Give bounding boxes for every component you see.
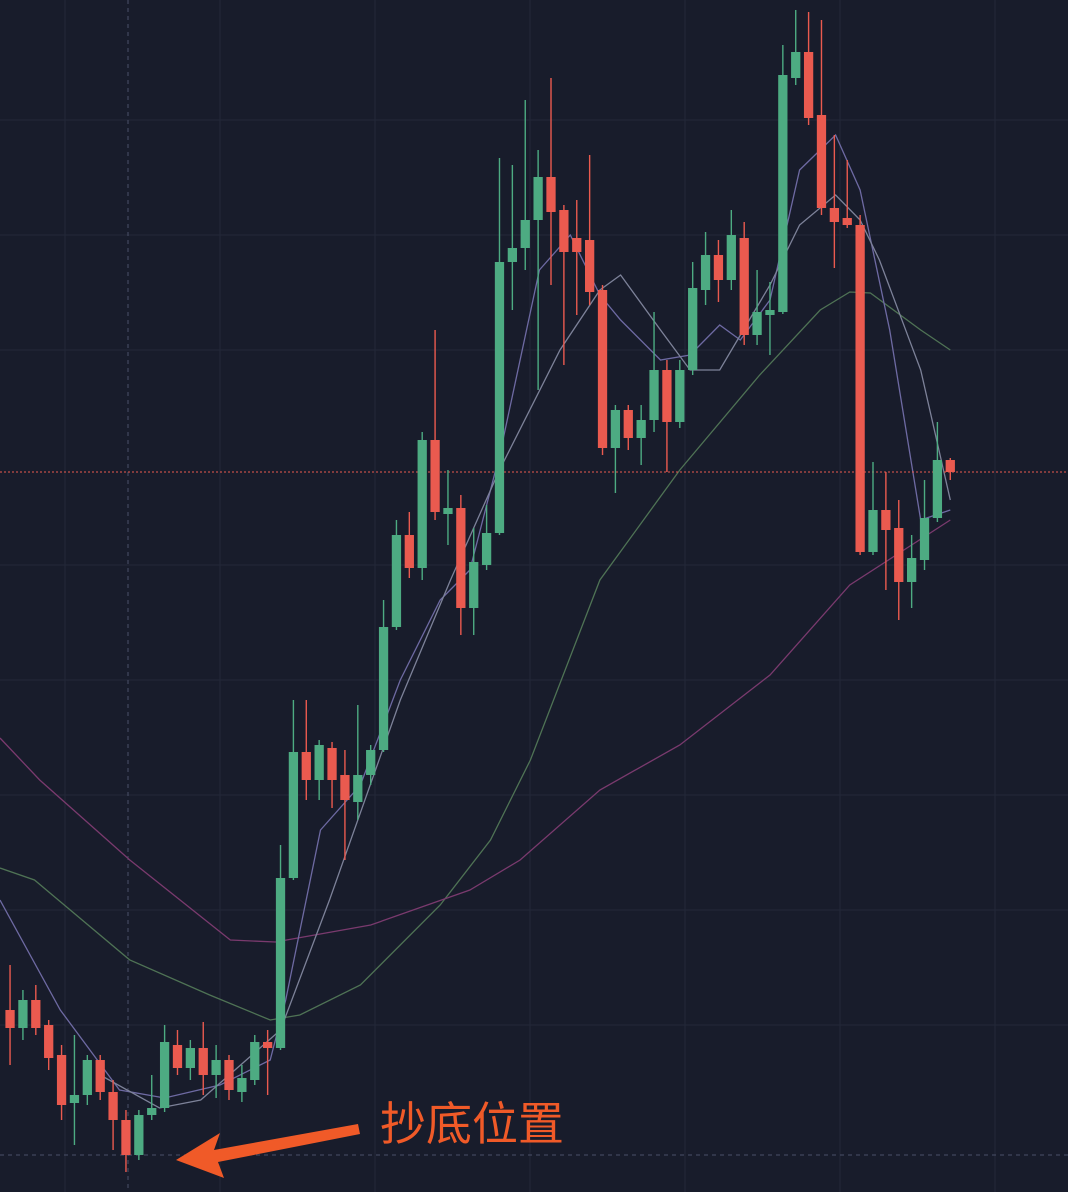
candle-body — [816, 115, 827, 208]
ma-line — [0, 519, 951, 943]
candle-body — [456, 508, 466, 608]
candle-body — [95, 1060, 105, 1092]
candle-body — [662, 370, 672, 422]
candle-body — [275, 878, 286, 1048]
candle-body — [649, 370, 659, 420]
candle-body — [69, 1095, 80, 1103]
candle-body — [172, 1045, 183, 1068]
candle-body — [881, 510, 891, 530]
candle-body — [610, 410, 621, 448]
candle-body — [18, 1000, 28, 1028]
candle-body — [803, 52, 814, 118]
candle-body — [481, 533, 492, 565]
candle-body — [932, 460, 943, 518]
moving-averages — [0, 133, 951, 1109]
candle-body — [894, 528, 904, 582]
candles — [0, 10, 1068, 1172]
candle-body — [572, 238, 582, 252]
candle-body — [353, 775, 363, 802]
candle-body — [494, 262, 505, 533]
candle-body — [559, 210, 569, 252]
candle-body — [752, 312, 762, 335]
ma-line — [0, 133, 951, 1099]
candle-body — [301, 752, 311, 780]
candle-body — [868, 510, 878, 552]
candle-body — [198, 1048, 208, 1075]
candle-body — [327, 748, 337, 780]
candle-body — [533, 177, 543, 220]
candle-body — [404, 535, 414, 568]
candle-body — [121, 1120, 131, 1155]
candle-body — [636, 420, 646, 438]
candle-body — [855, 225, 865, 552]
ma-line — [99, 194, 951, 1109]
annotation: 抄底位置 — [380, 1097, 564, 1151]
candle-body — [430, 440, 440, 512]
candle-body — [263, 1042, 273, 1048]
candle-body — [726, 235, 736, 280]
candle-body — [443, 508, 453, 514]
candle-body — [623, 410, 633, 438]
candle-body — [597, 290, 608, 448]
candle-body — [159, 1042, 170, 1108]
candle-body — [919, 518, 930, 560]
candle-body — [108, 1092, 118, 1120]
candle-body — [237, 1078, 247, 1092]
arrow — [176, 1124, 360, 1178]
candle-body — [829, 208, 839, 222]
candle-body — [778, 75, 788, 312]
candle-body — [366, 750, 376, 775]
candle-body — [546, 177, 556, 212]
candle-body — [224, 1060, 234, 1090]
candle-body — [250, 1042, 260, 1080]
candle-body — [675, 370, 685, 422]
candle-body — [469, 562, 479, 608]
candle-body — [907, 558, 917, 582]
candle-body — [5, 1010, 15, 1028]
candle-body — [585, 240, 595, 292]
candle-body — [507, 248, 517, 262]
candle-body — [134, 1115, 144, 1155]
candle-body — [56, 1055, 67, 1105]
candle-body — [288, 752, 299, 878]
candle-body — [791, 52, 801, 78]
candle-body — [945, 460, 955, 472]
candle-body — [713, 255, 724, 280]
candle-body — [82, 1060, 92, 1095]
candle-body — [391, 535, 402, 627]
candle-body — [842, 218, 852, 225]
candle-body — [314, 745, 324, 780]
candle-body — [700, 255, 711, 290]
candle-body — [765, 310, 775, 315]
candle-body — [520, 220, 530, 248]
candle-body — [44, 1025, 54, 1058]
candle-body — [340, 775, 350, 800]
candle-body — [378, 627, 389, 750]
candle-body — [31, 1000, 41, 1028]
candle-body — [147, 1108, 157, 1115]
candle-body — [688, 288, 698, 370]
candle-body — [211, 1060, 221, 1075]
candle-body — [185, 1048, 196, 1068]
candle-body — [417, 440, 427, 568]
candle-body — [739, 238, 749, 335]
ma-line — [0, 291, 951, 1021]
